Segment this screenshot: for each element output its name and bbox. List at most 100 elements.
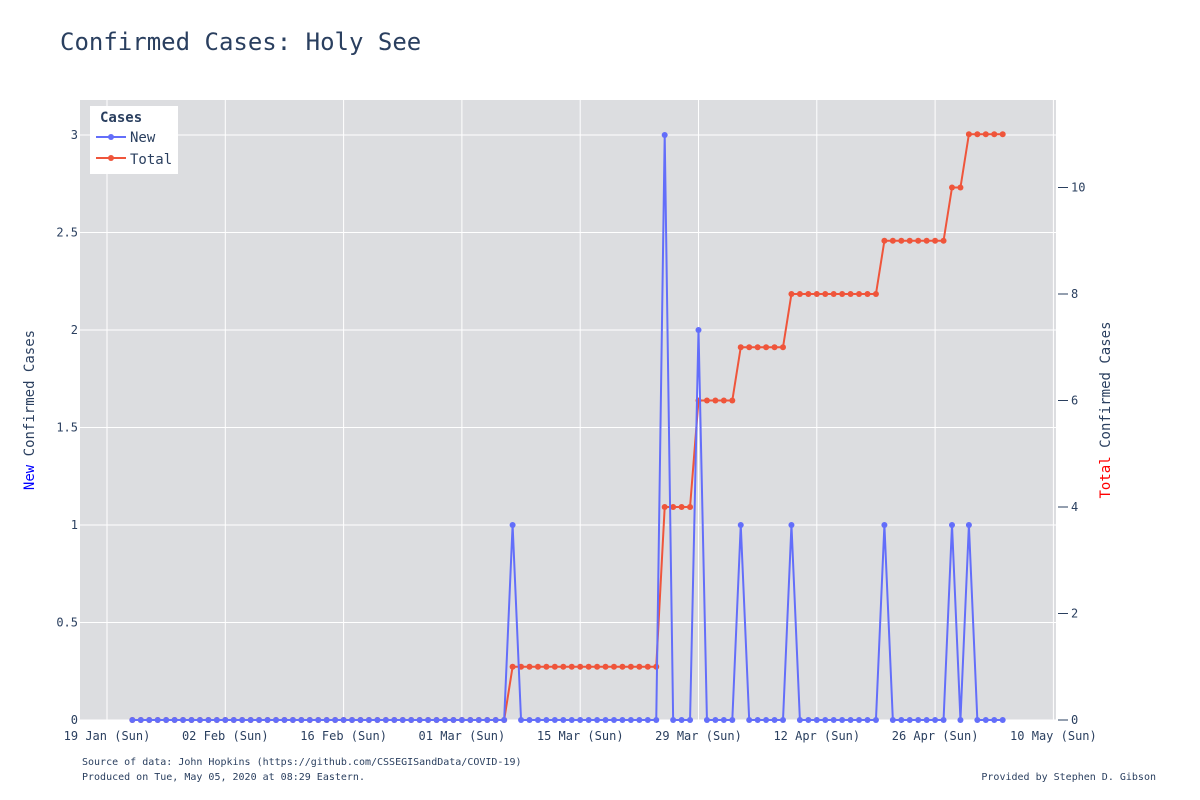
data-point-new[interactable]: [712, 717, 719, 723]
data-point-new[interactable]: [915, 717, 922, 723]
data-point-total[interactable]: [957, 184, 964, 191]
data-point-new[interactable]: [999, 717, 1006, 723]
data-point-total[interactable]: [771, 344, 778, 351]
data-point-total[interactable]: [526, 663, 533, 670]
data-point-new[interactable]: [619, 717, 626, 723]
data-point-total[interactable]: [965, 131, 972, 138]
data-point-new[interactable]: [239, 717, 246, 723]
data-point-new[interactable]: [974, 717, 981, 723]
data-point-total[interactable]: [991, 131, 998, 138]
data-point-total[interactable]: [670, 504, 677, 510]
data-point-total[interactable]: [611, 663, 617, 670]
data-point-new[interactable]: [822, 717, 829, 723]
data-point-total[interactable]: [619, 663, 626, 670]
data-point-total[interactable]: [780, 344, 786, 351]
data-point-new[interactable]: [509, 522, 516, 528]
data-point-new[interactable]: [382, 717, 389, 723]
data-point-total[interactable]: [974, 131, 981, 138]
data-point-new[interactable]: [687, 717, 694, 723]
data-point-total[interactable]: [678, 504, 685, 510]
data-point-new[interactable]: [602, 717, 609, 723]
data-point-new[interactable]: [661, 132, 668, 138]
data-point-new[interactable]: [391, 717, 398, 723]
data-point-new[interactable]: [805, 717, 812, 723]
data-point-new[interactable]: [484, 717, 491, 723]
data-point-new[interactable]: [273, 717, 279, 723]
data-point-new[interactable]: [568, 717, 575, 723]
data-point-total[interactable]: [864, 291, 871, 297]
legend-item-total[interactable]: Total: [96, 152, 172, 168]
data-point-total[interactable]: [847, 291, 854, 297]
data-point-new[interactable]: [349, 717, 356, 723]
data-point-new[interactable]: [230, 717, 237, 723]
data-point-total[interactable]: [687, 504, 694, 510]
data-point-new[interactable]: [442, 717, 448, 723]
data-point-new[interactable]: [982, 717, 989, 723]
data-point-total[interactable]: [627, 663, 634, 670]
data-point-new[interactable]: [670, 717, 677, 723]
data-point-new[interactable]: [864, 717, 871, 723]
data-point-new[interactable]: [898, 717, 905, 723]
data-point-total[interactable]: [999, 131, 1006, 138]
data-point-total[interactable]: [830, 291, 837, 297]
data-point-new[interactable]: [560, 717, 567, 723]
data-point-new[interactable]: [813, 717, 820, 723]
data-point-new[interactable]: [746, 717, 753, 723]
data-point-total[interactable]: [763, 344, 770, 351]
data-point-new[interactable]: [627, 717, 634, 723]
data-point-new[interactable]: [315, 717, 322, 723]
data-point-new[interactable]: [594, 717, 601, 723]
data-point-new[interactable]: [281, 717, 288, 723]
data-point-new[interactable]: [205, 717, 212, 723]
data-point-new[interactable]: [754, 717, 761, 723]
data-point-new[interactable]: [264, 717, 271, 723]
data-point-total[interactable]: [949, 184, 955, 191]
data-point-new[interactable]: [839, 717, 846, 723]
data-point-new[interactable]: [644, 717, 651, 723]
data-point-new[interactable]: [788, 522, 795, 528]
data-point-new[interactable]: [399, 717, 406, 723]
data-point-total[interactable]: [594, 663, 601, 670]
data-point-total[interactable]: [577, 663, 584, 670]
data-point-total[interactable]: [813, 291, 820, 297]
data-point-new[interactable]: [534, 717, 541, 723]
data-point-new[interactable]: [146, 717, 153, 723]
data-point-new[interactable]: [188, 717, 195, 723]
data-point-new[interactable]: [957, 717, 964, 723]
data-point-new[interactable]: [965, 522, 972, 528]
data-point-total[interactable]: [839, 291, 846, 297]
data-point-total[interactable]: [551, 663, 558, 670]
data-point-new[interactable]: [137, 717, 144, 723]
data-point-new[interactable]: [340, 717, 347, 723]
data-point-new[interactable]: [501, 717, 508, 723]
data-point-new[interactable]: [737, 522, 744, 528]
data-point-new[interactable]: [771, 717, 778, 723]
data-point-total[interactable]: [585, 663, 592, 670]
data-point-new[interactable]: [213, 717, 220, 723]
data-point-new[interactable]: [408, 717, 415, 723]
data-point-new[interactable]: [222, 717, 229, 723]
data-point-new[interactable]: [847, 717, 854, 723]
data-point-total[interactable]: [509, 663, 516, 670]
data-point-total[interactable]: [788, 291, 795, 297]
data-point-new[interactable]: [729, 717, 736, 723]
data-point-total[interactable]: [872, 291, 879, 297]
data-point-new[interactable]: [830, 717, 837, 723]
data-point-new[interactable]: [332, 717, 339, 723]
data-point-new[interactable]: [163, 717, 170, 723]
data-point-total[interactable]: [534, 663, 541, 670]
data-point-new[interactable]: [856, 717, 863, 723]
data-point-new[interactable]: [526, 717, 533, 723]
data-point-new[interactable]: [475, 717, 482, 723]
data-point-new[interactable]: [416, 717, 423, 723]
data-point-new[interactable]: [577, 717, 584, 723]
data-point-new[interactable]: [678, 717, 685, 723]
data-point-new[interactable]: [703, 717, 710, 723]
data-point-new[interactable]: [991, 717, 998, 723]
data-point-new[interactable]: [256, 717, 263, 723]
data-point-new[interactable]: [780, 717, 786, 723]
data-point-new[interactable]: [695, 327, 702, 333]
data-point-new[interactable]: [433, 717, 440, 723]
data-point-new[interactable]: [323, 717, 330, 723]
data-point-new[interactable]: [357, 717, 364, 723]
